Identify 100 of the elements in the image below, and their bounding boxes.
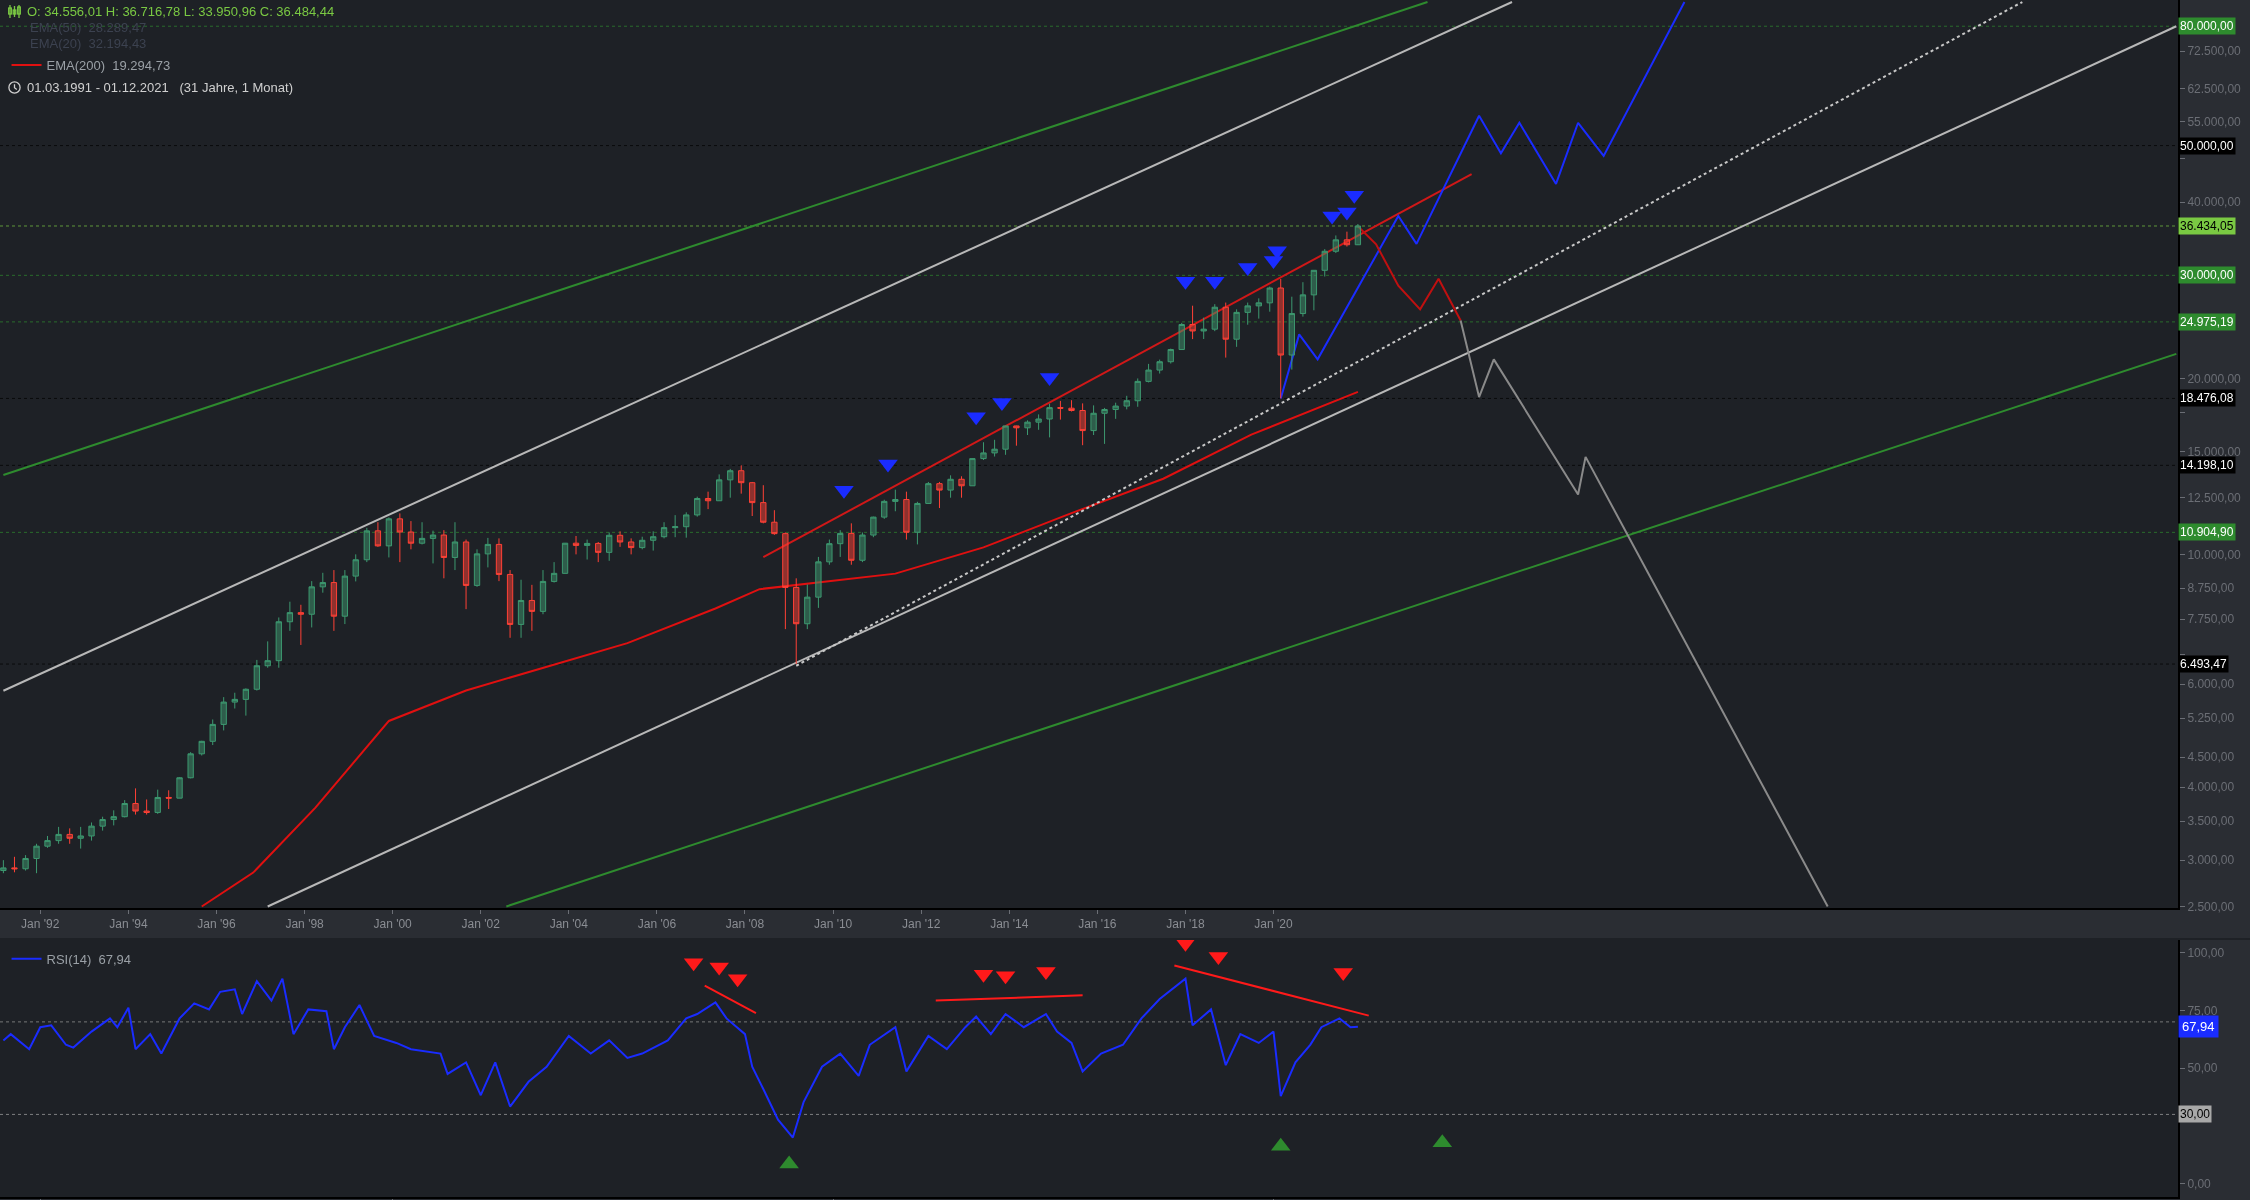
candlestick <box>1354 223 1362 246</box>
candlestick <box>639 536 646 550</box>
candlestick <box>1211 303 1218 332</box>
ref-line-label: 80.000,00 <box>2180 19 2234 33</box>
candlestick <box>716 473 723 502</box>
candlestick <box>771 509 778 536</box>
point <box>709 962 729 976</box>
y-tick-label: 5.250,00 <box>2187 711 2235 726</box>
candlestick <box>595 541 602 563</box>
candlestick <box>859 531 866 563</box>
candlestick <box>11 856 18 873</box>
candlestick <box>1200 317 1207 340</box>
candlestick <box>506 569 514 639</box>
candlestick <box>1046 403 1053 438</box>
ref-line-label: 30.000,00 <box>2180 268 2234 282</box>
x-tick-label: Jan '20 <box>1254 917 1293 932</box>
candlestick <box>352 553 359 582</box>
ref-line-label: 10.904,90 <box>2180 525 2234 539</box>
y-tick-label: 7.750,00 <box>2187 612 2235 627</box>
candlestick <box>286 601 294 632</box>
candlestick <box>1145 363 1152 383</box>
candlestick <box>903 491 910 541</box>
y-tick-label: 72.500,00 <box>2187 44 2242 59</box>
y-tick-label: 3.500,00 <box>2187 814 2235 829</box>
x-tick-label: Jan '02 <box>461 917 501 932</box>
candlestick <box>572 535 580 555</box>
candlestick <box>495 537 503 582</box>
candlestick <box>782 531 789 630</box>
candlestick <box>1090 404 1097 436</box>
candlestick <box>308 580 315 628</box>
candlestick <box>297 604 305 646</box>
candlestick <box>914 501 921 545</box>
candlestick <box>704 491 712 510</box>
candlestick <box>1134 377 1141 408</box>
y-tick-label: 0,00 <box>2187 1177 2212 1192</box>
candlestick <box>253 659 260 692</box>
x-tick-label: Jan '18 <box>1166 917 1205 932</box>
candlestick <box>77 826 84 850</box>
x-tick-label: Jan '00 <box>373 917 413 932</box>
y-tick-label: 62.500,00 <box>2187 82 2242 97</box>
point <box>1322 211 1342 225</box>
candlestick <box>418 521 426 545</box>
candlestick <box>1079 402 1086 446</box>
x-tick-label: Jan '96 <box>197 917 236 932</box>
candlestick <box>650 530 657 552</box>
candlestick <box>683 511 690 539</box>
x-tick-label: Jan '12 <box>901 917 941 932</box>
candlestick <box>1277 278 1284 399</box>
line-series <box>1356 225 1462 322</box>
candlestick <box>176 776 183 799</box>
chart-title: O: 34.556,01 H: 36.716,78 L: 33.950,96 C: 36.484,44 <box>27 4 335 19</box>
candlestick <box>925 481 932 505</box>
x-tick-label: Jan '98 <box>285 917 325 932</box>
y-tick-label: 40.000,00 <box>2187 195 2242 210</box>
candlestick <box>727 468 734 499</box>
candlestick <box>264 640 271 669</box>
candlestick <box>738 464 745 495</box>
candlestick <box>881 499 888 520</box>
candlestick <box>220 696 227 731</box>
y-tick-label: 100,00 <box>2187 945 2225 960</box>
candlestick <box>66 827 73 845</box>
y-tick-label: 4.000,00 <box>2187 780 2235 795</box>
candlestick <box>1101 407 1108 445</box>
point <box>966 412 986 426</box>
candlestick <box>22 854 29 872</box>
candlestick <box>407 520 415 550</box>
candlestick <box>1068 399 1075 413</box>
point <box>878 459 898 473</box>
candlestick <box>958 475 965 499</box>
x-tick-label: Jan '06 <box>637 917 677 932</box>
ref-line-label: 36.434,05 <box>2180 219 2234 233</box>
candlestick <box>1222 302 1229 359</box>
legend-label: EMA(200) 19.294,73 <box>46 58 171 74</box>
candlestick <box>231 692 238 710</box>
x-tick-label: Jan '16 <box>1078 917 1117 932</box>
candlestick <box>969 457 976 487</box>
candlestick <box>991 439 998 458</box>
candlestick <box>165 789 172 810</box>
candlestick <box>1266 286 1273 313</box>
x-tick-label: Jan '92 <box>21 917 60 932</box>
candlestick <box>1057 400 1064 421</box>
candlestick <box>396 512 404 563</box>
ref-line-label: 30,00 <box>2180 1107 2211 1121</box>
candlestick <box>660 521 668 539</box>
candlestick <box>143 798 150 816</box>
candlestick <box>1013 425 1020 447</box>
y-tick-label: 2.500,00 <box>2187 899 2235 914</box>
point <box>992 398 1012 412</box>
candlestick <box>132 787 139 816</box>
ref-line-label: 18.476,08 <box>2180 391 2234 405</box>
candlestick <box>1343 231 1351 248</box>
candlestick <box>980 441 987 461</box>
y-tick-label: 3.000,00 <box>2187 853 2235 868</box>
legend-label: RSI(14) 67,94 <box>46 951 132 967</box>
line-series <box>1459 319 1829 908</box>
candlestick <box>88 821 95 842</box>
y-tick-label: 15.000,00 <box>2187 444 2242 459</box>
candlestick <box>1332 234 1339 254</box>
line-series <box>2 977 1359 1139</box>
candlestick <box>606 531 613 562</box>
